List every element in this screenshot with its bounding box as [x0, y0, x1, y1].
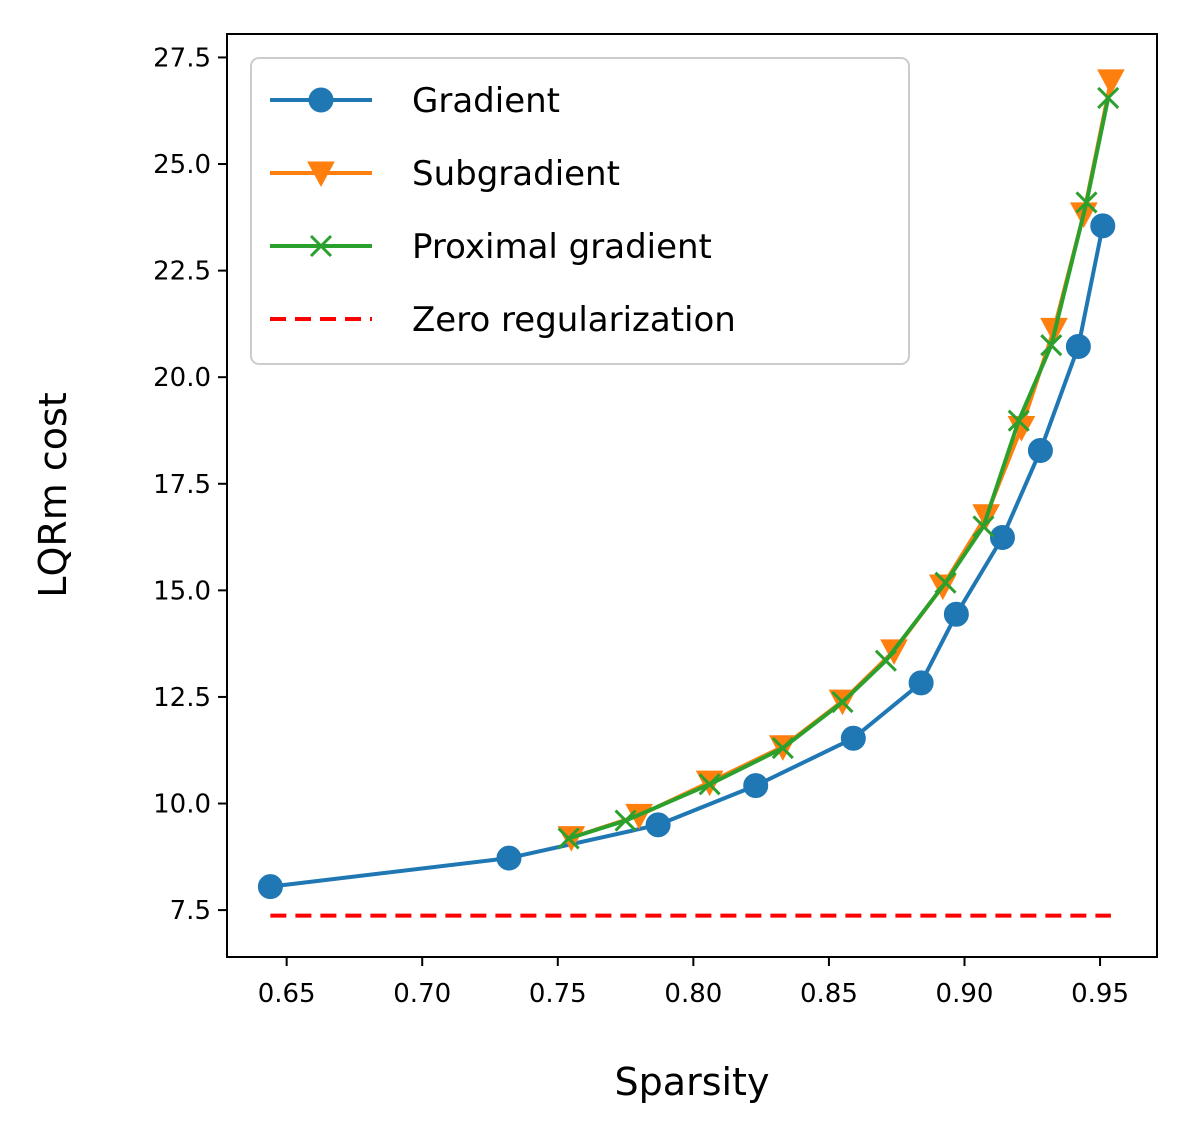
legend-gradient-point — [308, 87, 334, 113]
x-tick-label: 0.90 — [936, 979, 994, 1009]
legend-item-zero-regularization: Zero regularization — [270, 300, 736, 340]
legend-label: Gradient — [412, 81, 560, 121]
x-tick-label: 0.70 — [393, 979, 451, 1009]
proximal-gradient-point — [614, 809, 637, 832]
gradient-point — [496, 845, 522, 871]
x-tick-label: 0.75 — [529, 979, 587, 1009]
x-tick-label: 0.95 — [1071, 979, 1129, 1009]
legend-item-proximal-gradient: Proximal gradient — [270, 227, 712, 267]
y-axis-label: LQRm cost — [31, 392, 75, 597]
x-tick-label: 0.65 — [258, 979, 316, 1009]
gradient-point — [1027, 438, 1053, 464]
gradient-point — [989, 524, 1015, 550]
proximal-gradient-line — [568, 97, 1111, 841]
gradient-point — [840, 725, 866, 751]
gradient-point — [743, 773, 769, 799]
subgradient-point — [1097, 69, 1125, 95]
legend-label: Zero regularization — [412, 300, 736, 340]
y-tick-label: 7.5 — [170, 896, 211, 926]
legend-box — [250, 57, 910, 365]
y-tick-label: 17.5 — [153, 470, 211, 500]
y-tick-label: 27.5 — [153, 43, 211, 73]
proximal-gradient-point — [557, 827, 580, 850]
gradient-point — [257, 874, 283, 900]
proximal-gradient-point — [1075, 191, 1098, 214]
gradient-point — [908, 670, 934, 696]
proximal-gradient-point — [972, 515, 995, 538]
y-tick-label: 15.0 — [153, 576, 211, 606]
proximal-gradient-point — [1007, 409, 1030, 432]
y-tick-label: 20.0 — [153, 363, 211, 393]
proximal-gradient-point — [874, 649, 897, 672]
legend-item-subgradient: Subgradient — [270, 154, 620, 194]
proximal-gradient-point — [831, 690, 854, 714]
plot-frame — [226, 33, 1158, 958]
proximal-gradient-series — [557, 86, 1120, 850]
y-axis-ticks: 7.5 10.0 12.5 15.0 17.5 20.0 22.5 25.0 27.5 — [153, 43, 227, 926]
legend: Gradient Subgradient Proximal gradient Zero… — [250, 57, 910, 365]
gradient-series — [257, 213, 1116, 900]
y-tick-label: 10.0 — [153, 790, 211, 820]
x-axis-ticks: 0.65 0.70 0.75 0.80 0.85 0.90 0.95 — [258, 957, 1129, 1009]
data-layer — [257, 69, 1125, 918]
proximal-gradient-point — [1097, 86, 1120, 110]
x-axis-label: Sparsity — [615, 1060, 770, 1104]
x-tick-label: 0.80 — [664, 979, 722, 1009]
proximal-gradient-point — [698, 773, 721, 796]
proximal-gradient-point — [1040, 334, 1063, 357]
y-tick-label: 22.5 — [153, 257, 211, 287]
proximal-gradient-point — [771, 737, 794, 760]
gradient-point — [1090, 213, 1116, 239]
legend-label: Proximal gradient — [412, 227, 712, 267]
y-tick-label: 12.5 — [153, 683, 211, 713]
x-tick-label: 0.85 — [800, 979, 858, 1009]
legend-subgradient-point — [307, 161, 335, 188]
gradient-point — [1065, 333, 1091, 359]
legend-label: Subgradient — [412, 154, 620, 194]
y-tick-label: 25.0 — [153, 150, 211, 180]
proximal-gradient-point — [934, 571, 957, 594]
gradient-point — [943, 601, 969, 627]
legend-item-gradient: Gradient — [270, 81, 560, 121]
legend-proximal-gradient-point — [309, 234, 333, 258]
gradient-point — [645, 812, 671, 838]
